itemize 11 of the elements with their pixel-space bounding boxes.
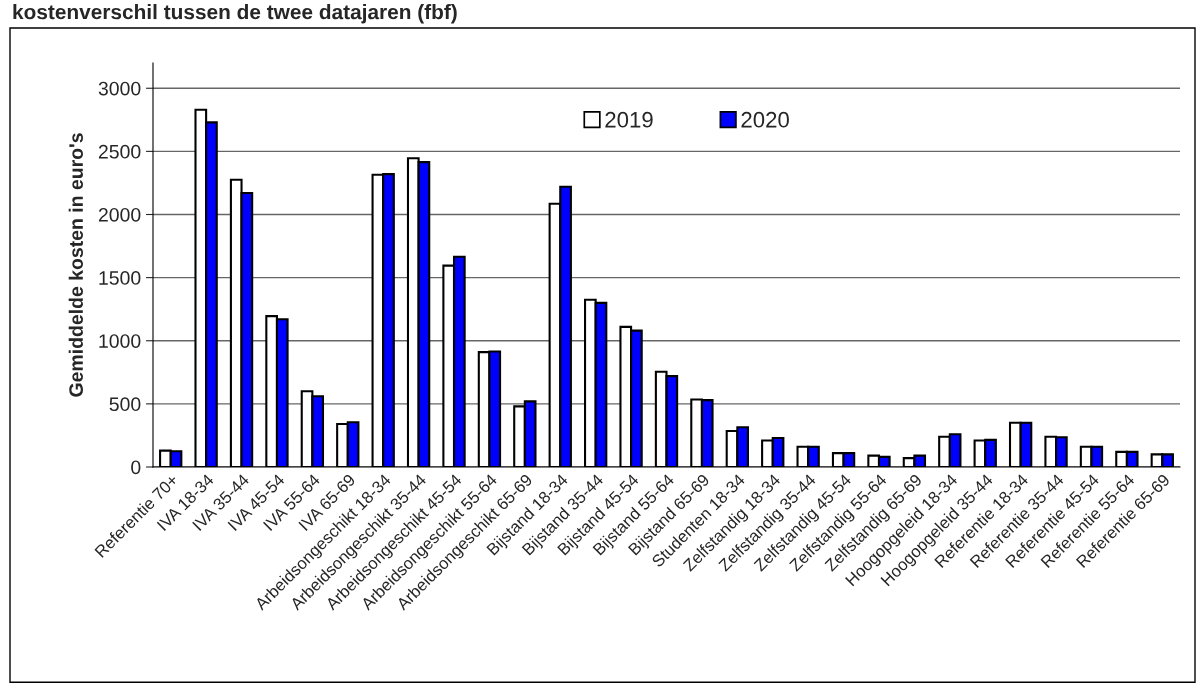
- y-tick-label: 3000: [98, 81, 141, 96]
- y-axis-title: Gemiddelde kosten in euro's: [68, 133, 83, 397]
- y-tick-label: 500: [109, 397, 141, 412]
- legend-label: 2019: [605, 111, 653, 128]
- y-tick-label: 2000: [98, 207, 141, 222]
- chart-title: kostenverschil tussen de twee datajaren (fbf): [13, 4, 457, 24]
- legend-label: 2020: [741, 111, 789, 128]
- y-tick-label: 2500: [98, 144, 141, 159]
- y-tick-label: 0: [131, 460, 141, 475]
- y-tick-label: 1000: [99, 334, 141, 348]
- y-tick-label: 1500: [99, 271, 141, 285]
